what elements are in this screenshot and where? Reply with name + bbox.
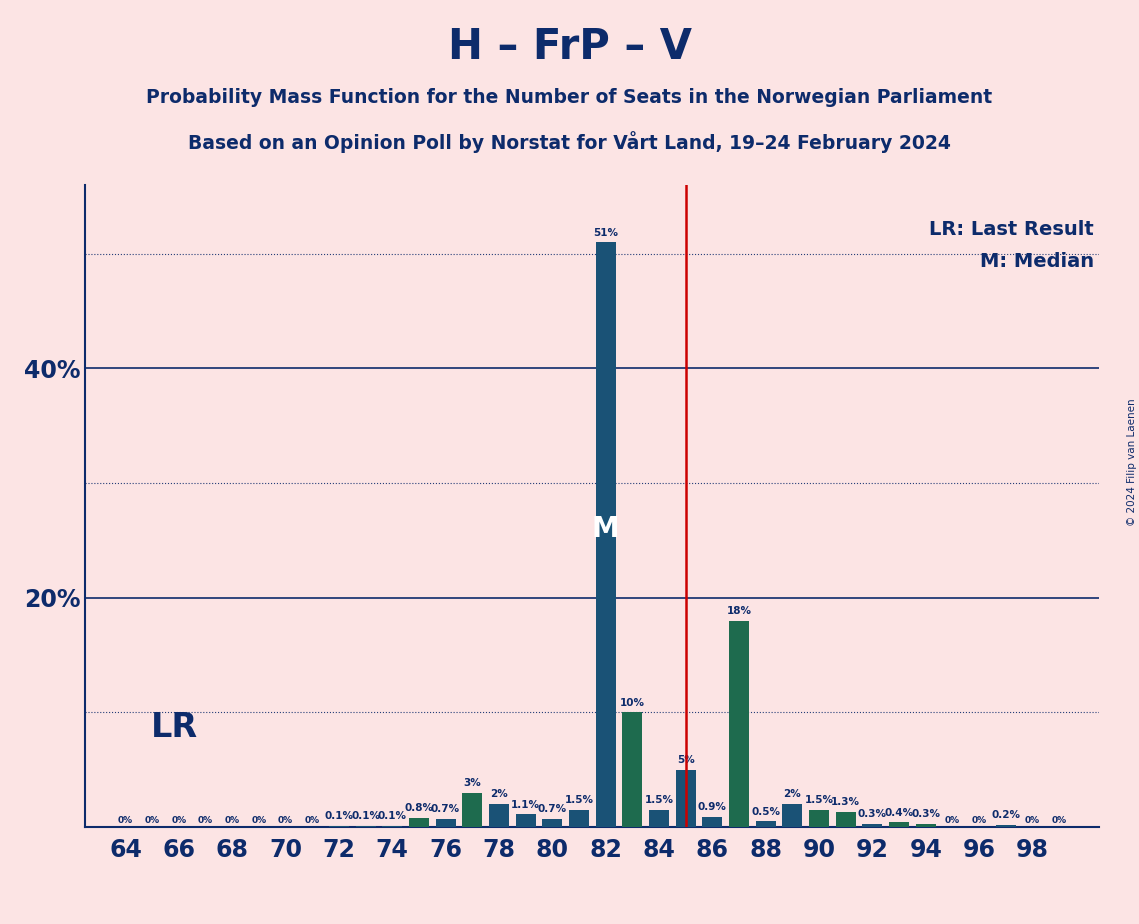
Text: 18%: 18% [727,606,752,616]
Text: 0.1%: 0.1% [378,811,407,821]
Text: 0%: 0% [171,816,187,825]
Text: 1.5%: 1.5% [804,796,834,805]
Text: 0.3%: 0.3% [858,808,887,819]
Text: 1.1%: 1.1% [511,800,540,809]
Bar [462,793,482,827]
Bar [355,826,376,827]
Text: LR: Last Result: LR: Last Result [929,220,1095,239]
Text: Based on an Opinion Poll by Norstat for Vårt Land, 19–24 February 2024: Based on an Opinion Poll by Norstat for … [188,131,951,153]
Bar [409,818,429,827]
Text: M: M [592,515,620,542]
Bar [489,804,509,827]
Text: © 2024 Filip van Laenen: © 2024 Filip van Laenen [1126,398,1137,526]
Text: 0.1%: 0.1% [351,811,380,821]
Text: 0%: 0% [224,816,239,825]
Text: 0.3%: 0.3% [911,808,940,819]
Text: 0%: 0% [1051,816,1067,825]
Text: 0%: 0% [145,816,159,825]
Text: 0%: 0% [252,816,267,825]
Text: 0%: 0% [945,816,960,825]
Text: H – FrP – V: H – FrP – V [448,26,691,67]
Text: 0.5%: 0.5% [752,807,780,817]
Bar [836,812,855,827]
Text: 0%: 0% [117,816,133,825]
Text: 0.1%: 0.1% [325,811,353,821]
Bar [435,819,456,827]
Bar [755,821,776,827]
Text: 5%: 5% [677,755,695,765]
Bar [809,809,829,827]
Bar [995,825,1016,827]
Text: Probability Mass Function for the Number of Seats in the Norwegian Parliament: Probability Mass Function for the Number… [147,88,992,107]
Text: 0.7%: 0.7% [431,805,460,814]
Text: 0%: 0% [278,816,293,825]
Text: 0%: 0% [304,816,320,825]
Bar [516,814,535,827]
Bar [649,809,669,827]
Text: 3%: 3% [464,778,481,788]
Bar [383,826,402,827]
Bar [329,826,349,827]
Text: 51%: 51% [593,227,618,237]
Bar [596,242,615,827]
Bar [916,823,936,827]
Text: 2%: 2% [490,789,508,799]
Text: 1.5%: 1.5% [565,796,593,805]
Text: 0%: 0% [198,816,213,825]
Text: 0%: 0% [1025,816,1040,825]
Bar [862,823,883,827]
Text: 0.9%: 0.9% [698,802,727,812]
Text: 0.7%: 0.7% [538,805,567,814]
Bar [890,822,909,827]
Bar [703,817,722,827]
Text: 10%: 10% [620,698,645,708]
Text: 2%: 2% [784,789,801,799]
Text: 0.2%: 0.2% [991,810,1021,821]
Text: 0%: 0% [972,816,986,825]
Bar [729,621,749,827]
Text: 1.5%: 1.5% [645,796,673,805]
Bar [542,819,563,827]
Text: 1.3%: 1.3% [831,797,860,808]
Bar [622,712,642,827]
Text: 0.8%: 0.8% [404,803,433,813]
Text: 0.4%: 0.4% [885,808,913,818]
Bar [570,809,589,827]
Text: LR: LR [151,711,198,744]
Text: M: Median: M: Median [980,252,1095,272]
Bar [675,770,696,827]
Bar [782,804,802,827]
